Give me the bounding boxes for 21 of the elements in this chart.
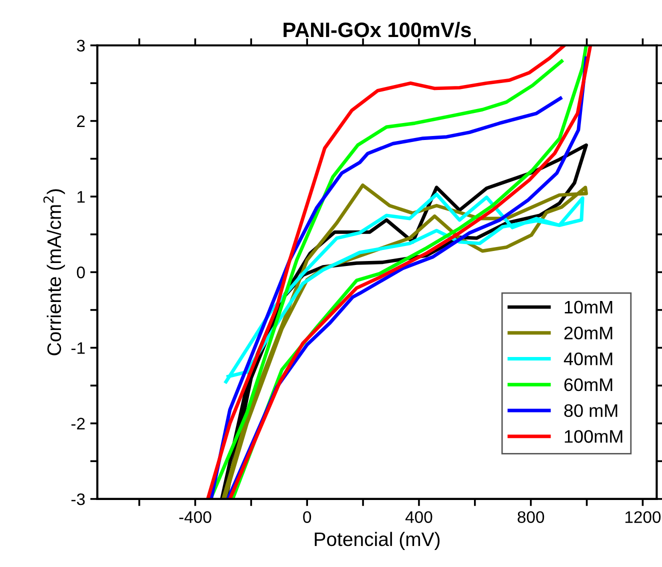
legend-label: 100mM [564, 430, 622, 443]
legend-label: 80 mM [564, 404, 618, 417]
x-axis-title: Potencial (mV) [314, 532, 440, 550]
y-tick-label: 1 [78, 191, 85, 203]
y-tick-label: 0 [76, 266, 85, 278]
y-tick-label: -3 [71, 493, 85, 506]
x-tick-label: 800 [518, 511, 544, 524]
legend-label: 40mM [564, 352, 612, 366]
x-tick-label: 400 [405, 511, 432, 524]
legend-label: 10mM [564, 300, 612, 314]
y-tick-label: -1 [71, 342, 85, 354]
y-tick-label: 2 [77, 115, 85, 127]
x-tick-label: 1200 [625, 511, 661, 524]
x-tick-label: -400 [179, 511, 212, 524]
y-axis-title: Corriente (mA/cm$^{2}$) [43, 189, 65, 356]
legend-label: 20mM [564, 326, 612, 340]
y-tick-label: 3 [76, 40, 85, 52]
legend-label: 60mM [564, 378, 612, 392]
chart-title: PANI-GOx 100mV/s [284, 22, 471, 38]
x-tick-label: 0 [303, 511, 312, 524]
y-tick-label: -2 [71, 418, 85, 430]
